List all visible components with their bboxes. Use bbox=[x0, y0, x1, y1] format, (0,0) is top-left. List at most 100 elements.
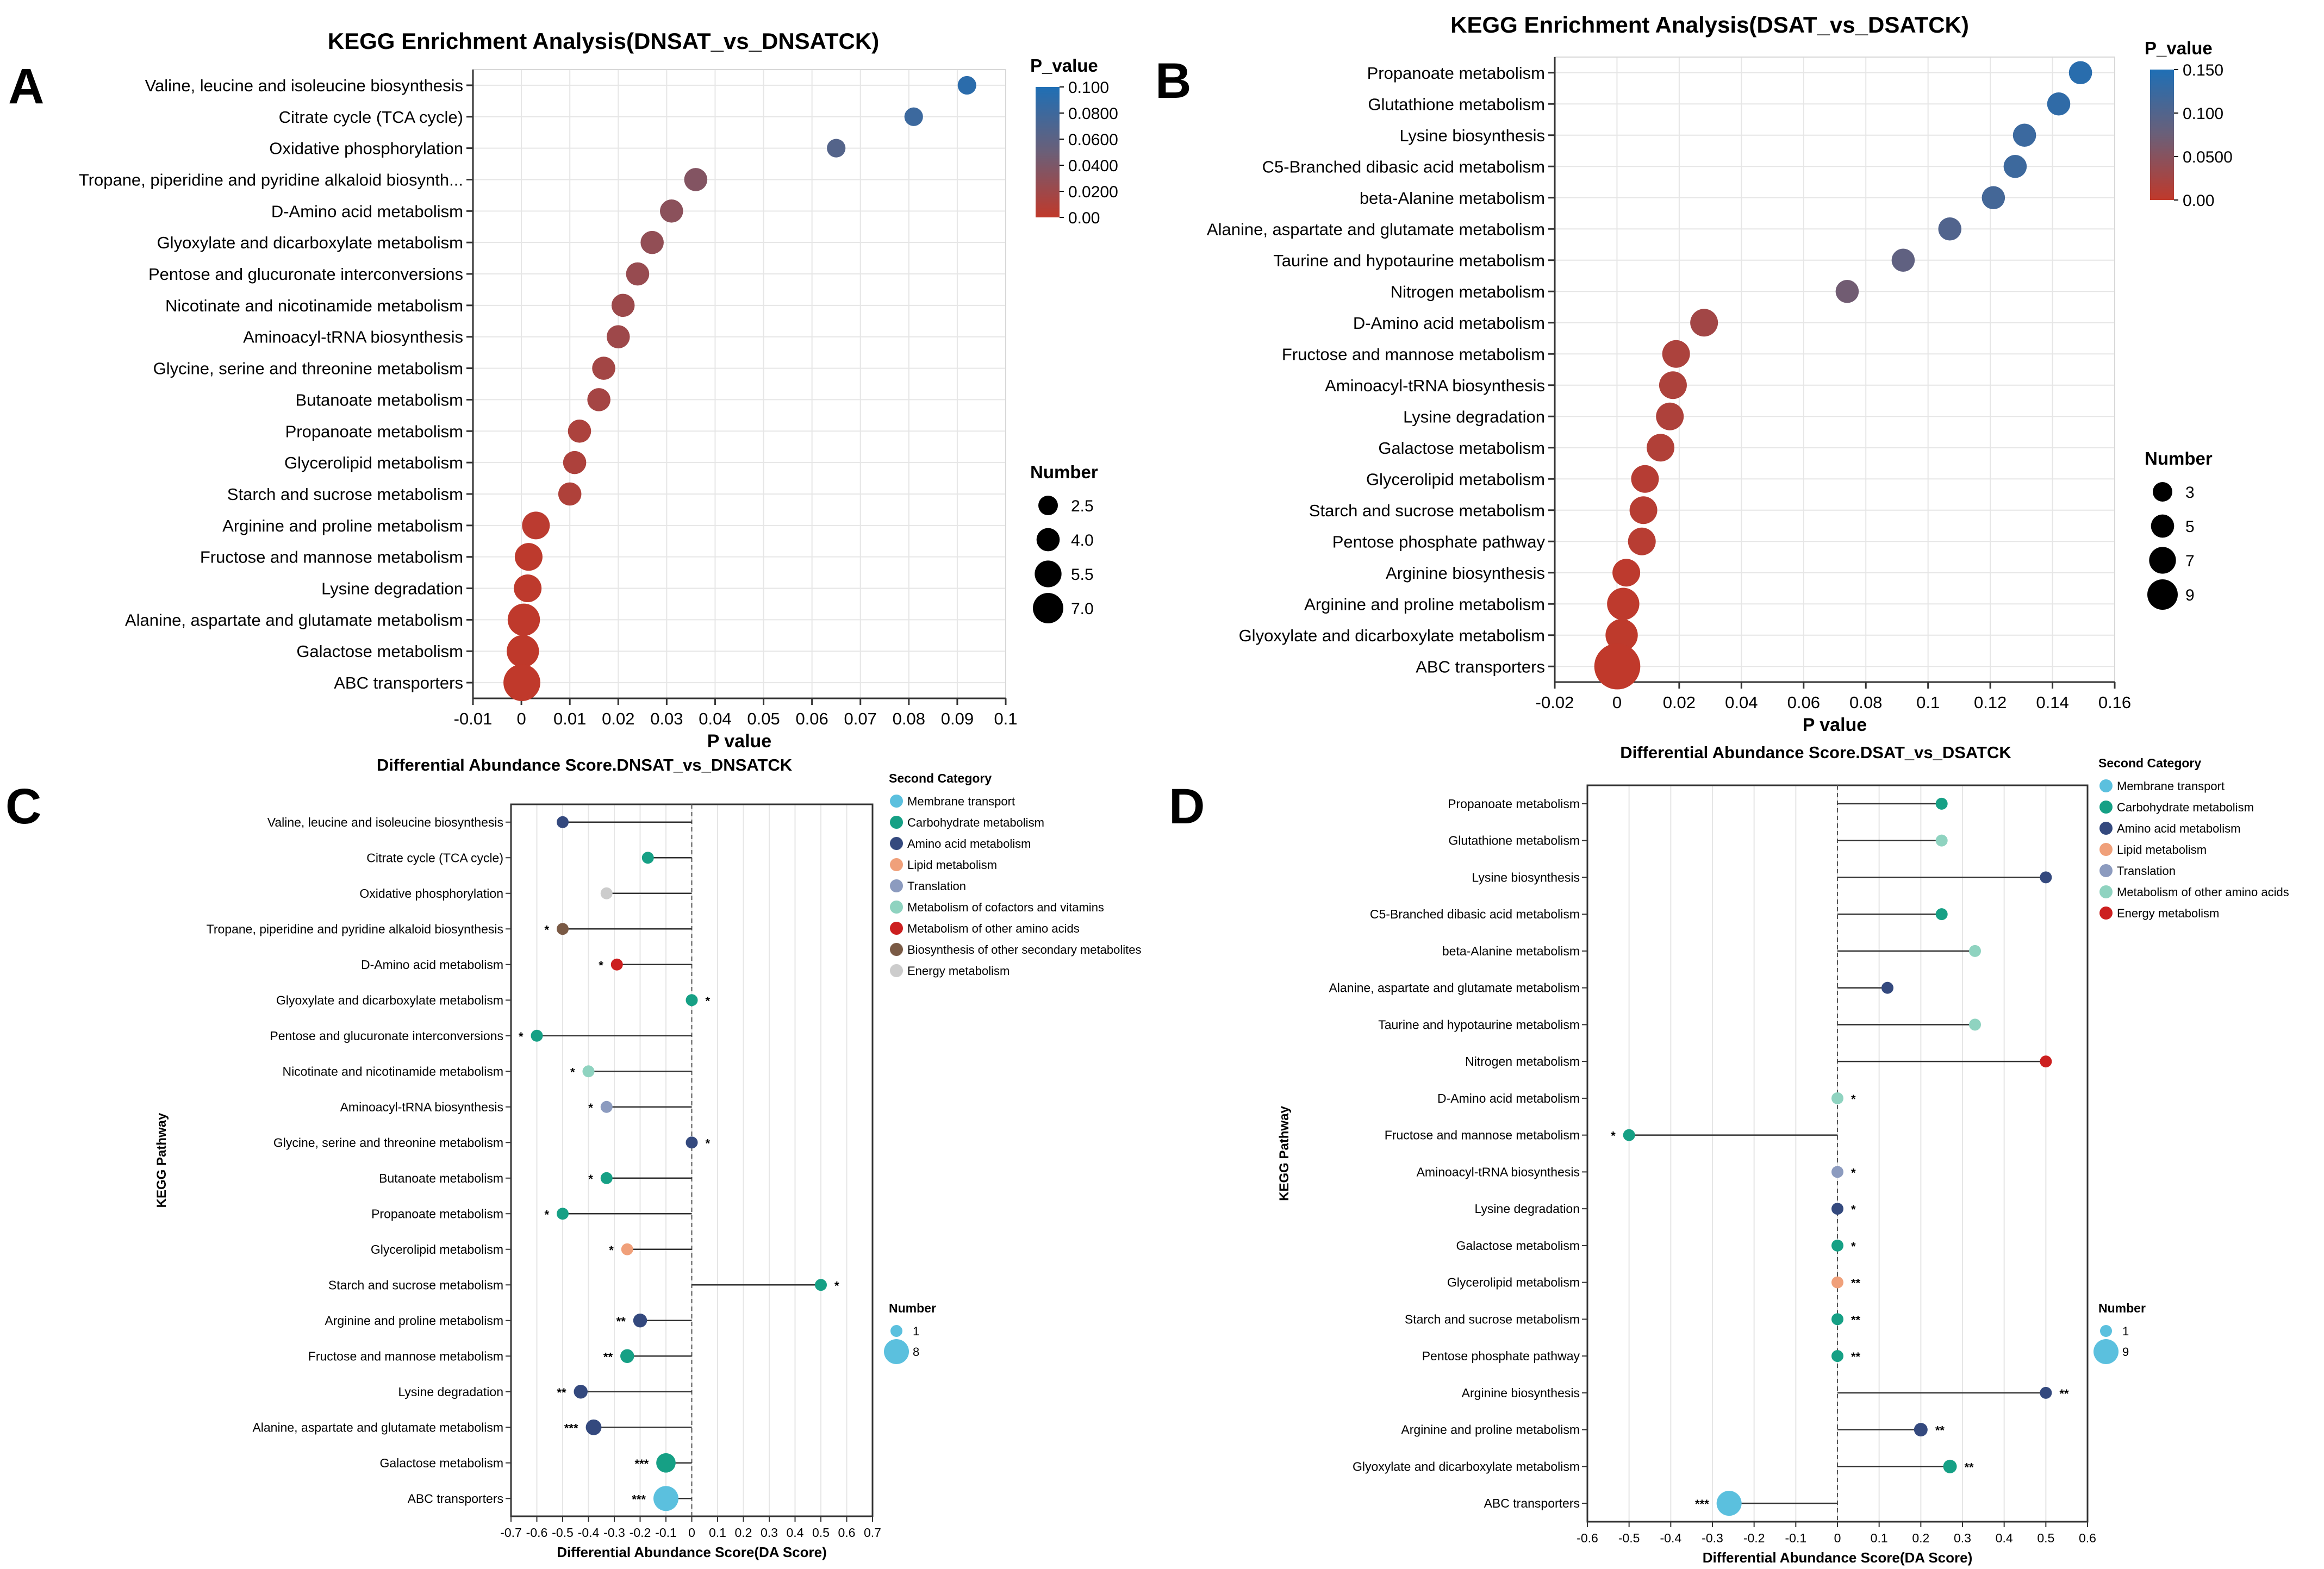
plot-frame bbox=[1554, 57, 2115, 683]
lollipop-dot bbox=[1831, 1350, 1843, 1362]
y-tick-label: Glyoxylate and dicarboxylate metabolism bbox=[1239, 626, 1545, 645]
x-tick-label: -0.5 bbox=[1618, 1531, 1640, 1545]
panel-d: D Differential Abundance Score.DSAT_vs_DS… bbox=[1169, 743, 2289, 1566]
data-point bbox=[957, 76, 976, 95]
color-bar-label: 0.0500 bbox=[2183, 148, 2233, 166]
size-legend-dot bbox=[1036, 528, 1060, 552]
panel-letter: A bbox=[8, 59, 44, 114]
category-legend-label: Metabolism of other amino acids bbox=[2117, 885, 2289, 899]
y-tick-label: Galactose metabolism bbox=[379, 1456, 503, 1470]
x-tick-label: 0 bbox=[1834, 1531, 1841, 1545]
x-tick-label: 0.08 bbox=[893, 709, 925, 728]
lollipop-dot bbox=[1943, 1459, 1957, 1473]
x-tick-label: -0.4 bbox=[578, 1526, 600, 1540]
y-tick-label: ABC transporters bbox=[408, 1491, 503, 1505]
color-bar-label: 0.0200 bbox=[1068, 183, 1118, 201]
data-point bbox=[1982, 186, 2005, 210]
x-tick-label: 0.06 bbox=[1787, 693, 1820, 712]
y-tick-label: Galactose metabolism bbox=[296, 642, 463, 661]
x-tick-label: -0.6 bbox=[526, 1526, 548, 1540]
category-legend-label: Translation bbox=[2117, 864, 2176, 878]
data-point bbox=[1631, 465, 1659, 493]
x-tick-label: 0.4 bbox=[1996, 1531, 2013, 1545]
x-tick-label: 0.07 bbox=[844, 709, 877, 728]
y-tick-label: Citrate cycle (TCA cycle) bbox=[366, 851, 503, 865]
category-legend-swatch bbox=[2099, 779, 2113, 792]
y-tick-label: ABC transporters bbox=[334, 673, 463, 692]
data-point bbox=[568, 419, 591, 443]
color-legend-title: P_value bbox=[2145, 38, 2213, 58]
data-point bbox=[684, 168, 708, 191]
chart-title: Differential Abundance Score.DSAT_vs_DSA… bbox=[1620, 743, 2011, 762]
size-legend-label: 9 bbox=[2122, 1345, 2129, 1359]
lollipop-dot bbox=[621, 1243, 633, 1255]
lollipop-dot bbox=[1831, 1313, 1843, 1326]
size-legend-label: 1 bbox=[913, 1324, 919, 1338]
panel-b: B KEGG Enrichment Analysis(DSAT_vs_DSATCK… bbox=[1155, 12, 2233, 735]
y-tick-label: Glutathione metabolism bbox=[1448, 834, 1580, 848]
y-tick-label: Fructose and mannose metabolism bbox=[200, 548, 463, 567]
y-tick-label: beta-Alanine metabolism bbox=[1360, 189, 1545, 208]
x-tick-label: 0.6 bbox=[838, 1526, 856, 1540]
x-tick-label: -0.1 bbox=[1785, 1531, 1807, 1545]
category-legend-label: Lipid metabolism bbox=[907, 858, 997, 872]
x-tick-label: -0.1 bbox=[655, 1526, 677, 1540]
lollipop-dot bbox=[653, 1486, 678, 1511]
x-axis-label: Differential Abundance Score(DA Score) bbox=[1703, 1549, 1973, 1566]
size-legend-dot bbox=[884, 1339, 909, 1364]
x-tick-label: 0.02 bbox=[1663, 693, 1696, 712]
category-legend-swatch bbox=[890, 943, 903, 956]
data-point bbox=[827, 139, 846, 158]
y-tick-label: Starch and sucrose metabolism bbox=[227, 485, 463, 504]
data-point bbox=[2047, 92, 2071, 116]
x-tick-label: 0.08 bbox=[1849, 693, 1882, 712]
panel-letter: D bbox=[1169, 779, 1205, 834]
size-legend-dot bbox=[2100, 1325, 2112, 1337]
lollipop-dot bbox=[2040, 1055, 2052, 1068]
y-tick-label: Galactose metabolism bbox=[1378, 439, 1545, 458]
y-tick-label: Pentose and glucuronate interconversions bbox=[270, 1029, 503, 1043]
significance-stars: *** bbox=[634, 1457, 649, 1471]
y-tick-label: ABC transporters bbox=[1484, 1496, 1580, 1510]
y-tick-label: Oxidative phosphorylation bbox=[359, 886, 503, 901]
y-tick-label: Valine, leucine and isoleucine biosynthe… bbox=[267, 815, 503, 829]
category-legend-label: Energy metabolism bbox=[907, 964, 1010, 978]
lollipop-dot bbox=[600, 887, 613, 899]
lollipop-dot bbox=[600, 1101, 613, 1113]
y-tick-label: Glyoxylate and dicarboxylate metabolism bbox=[157, 233, 463, 252]
y-tick-label: Fructose and mannose metabolism bbox=[308, 1349, 503, 1363]
significance-stars: * bbox=[544, 1208, 549, 1221]
y-tick-label: Oxidative phosphorylation bbox=[269, 139, 463, 158]
significance-stars: ** bbox=[1851, 1277, 1861, 1290]
y-tick-label: Alanine, aspartate and glutamate metabol… bbox=[252, 1420, 503, 1434]
x-tick-label: 0.5 bbox=[812, 1526, 830, 1540]
y-tick-label: beta-Alanine metabolism bbox=[1442, 944, 1580, 958]
lollipop-dot bbox=[656, 1453, 676, 1473]
x-tick-label: -0.3 bbox=[1702, 1531, 1723, 1545]
y-tick-label: Galactose metabolism bbox=[1456, 1239, 1580, 1253]
size-legend-dot bbox=[2147, 579, 2178, 610]
category-legend-label: Membrane transport bbox=[2117, 779, 2225, 793]
data-point bbox=[558, 482, 582, 506]
x-tick-label: 0.4 bbox=[787, 1526, 804, 1540]
y-tick-label: Lysine degradation bbox=[321, 579, 463, 598]
significance-stars: * bbox=[1851, 1092, 1856, 1106]
y-tick-label: Pentose phosphate pathway bbox=[1332, 532, 1546, 551]
y-tick-label: Nicotinate and nicotinamide metabolism bbox=[165, 296, 463, 315]
lollipop-dot bbox=[1831, 1276, 1843, 1289]
lollipop-dot bbox=[1831, 1092, 1843, 1104]
size-legend-dot bbox=[1038, 496, 1058, 515]
lollipop-dot bbox=[1623, 1129, 1635, 1141]
y-tick-label: Starch and sucrose metabolism bbox=[1405, 1312, 1580, 1326]
data-point bbox=[1605, 619, 1638, 652]
y-tick-label: Glycerolipid metabolism bbox=[284, 453, 463, 472]
data-point bbox=[904, 107, 923, 126]
x-tick-label: 0.1 bbox=[994, 709, 1017, 728]
chart-title: KEGG Enrichment Analysis(DNSAT_vs_DNSATC… bbox=[328, 28, 879, 54]
data-point bbox=[640, 230, 664, 254]
lollipop-dot bbox=[633, 1314, 647, 1328]
y-tick-label: Valine, leucine and isoleucine biosynthe… bbox=[145, 76, 463, 95]
y-axis-label: KEGG Pathway bbox=[154, 1112, 169, 1208]
data-point bbox=[514, 574, 542, 603]
x-tick-label: 0 bbox=[688, 1526, 695, 1540]
